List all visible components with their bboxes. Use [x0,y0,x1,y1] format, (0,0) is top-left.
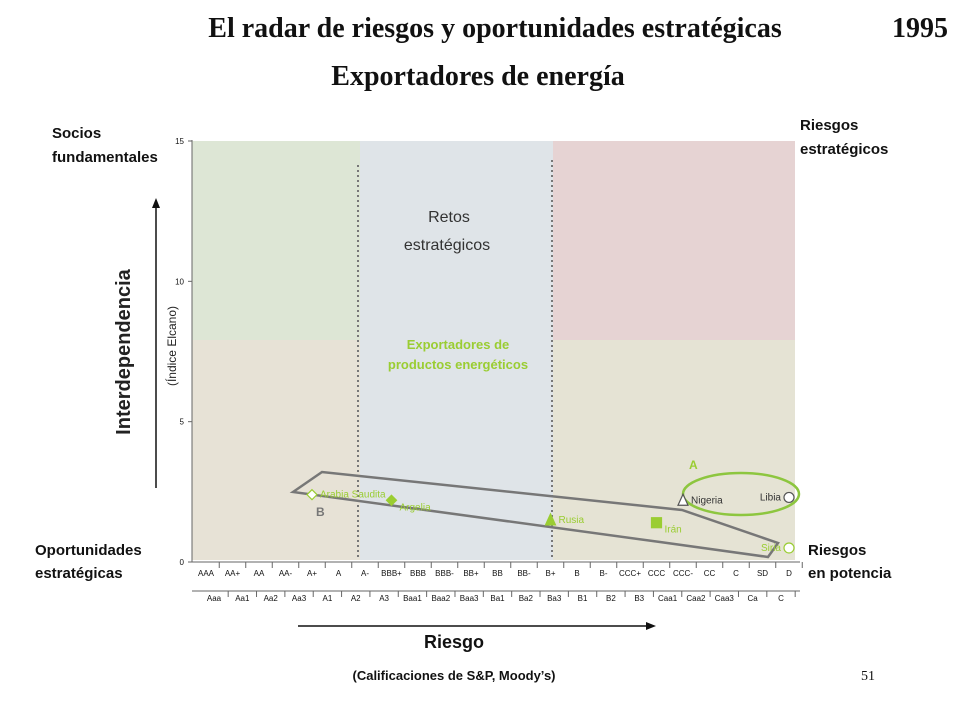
group-label-1: Exportadores de [407,337,510,352]
x-tick-label-sp: CCC [648,569,666,578]
x-tick-label-moodys: Baa2 [431,594,450,603]
region-socios-bg [192,141,360,340]
x-tick-label-sp: A- [361,569,369,578]
point-irán-label: Irán [665,525,682,536]
x-tick-label-moodys: Ba3 [547,594,562,603]
x-tick-label-sp: AA+ [225,569,241,578]
x-tick-label-moodys: Caa3 [715,594,735,603]
point-nigeria [677,492,689,506]
y-tick-label: 5 [180,418,185,427]
point-siria [783,542,795,554]
point-nigeria-label: Nigeria [691,495,723,506]
region-riesgos-bg [553,141,795,340]
x-tick-label-moodys: Aa2 [264,594,279,603]
x-tick-label-sp: D [786,569,792,578]
point-argelia [385,494,398,507]
y-tick-label: 10 [175,277,184,286]
label-riesgos-potencia-2: en potencia [808,565,892,582]
x-tick-label-sp: AAA [198,569,215,578]
x-ticks-moodys: Aaa Aa1 Aa2 Aa3 A1 A2 A3 Baa1 Baa2 Baa3 Ba1 Ba2 Ba3 B… [207,591,796,603]
x-tick-label-sp: C [733,569,739,578]
region-retos-bg [360,141,553,560]
group-polygon [289,470,780,559]
y-ticks: 0 5 10 15 [175,137,192,567]
x-tick-label-moodys: Caa1 [658,594,678,603]
point-argelia-label: Argelia [400,502,432,513]
x-ticks-sp: AAA AA+ AA AA- A+ A A- BBB+ BBB BBB- BB+ BB BB- B+ B B-… [198,562,803,578]
x-tick-label-sp: B [574,569,579,578]
y-axis-sublabel: (Índice Elcano) [164,306,179,386]
region-riesgos-potencia-bg [553,340,795,560]
x-tick-label-sp: CCC+ [619,569,641,578]
x-tick-label-sp: BBB+ [381,569,402,578]
slide-title: El radar de riesgos y oportunidades estr… [208,13,782,44]
label-riesgos-estrategicos-1: Riesgos [800,117,858,134]
label-riesgos-estrategicos-2: estratégicos [800,141,888,158]
y-axis-label: Interdependencia [113,268,135,434]
point-rusia-label: Rusia [559,515,585,526]
label-oportunidades-1: Oportunidades [35,542,142,559]
x-tick-label-moodys: Baa1 [403,594,422,603]
label-retos-1: Retos [428,209,470,226]
x-arrow-head [646,622,656,630]
x-tick-label-sp: BB [492,569,503,578]
polygon-label-a: A [689,458,698,472]
x-axis-label: Riesgo [424,632,484,652]
label-socios-2: fundamentales [52,149,158,166]
x-tick-label-sp: AA [254,569,265,578]
point-arabia-saudita [306,488,318,501]
y-tick-label: 15 [175,137,184,146]
x-tick-label-moodys: Baa3 [460,594,479,603]
x-tick-label-sp: CC [704,569,716,578]
point-siria-label: Siria [761,543,781,554]
slide-subtitle: Exportadores de energía [331,61,624,92]
x-tick-label-moodys: Aa3 [292,594,307,603]
x-tick-label-sp: BB- [517,569,531,578]
x-tick-label-moodys: B2 [606,594,616,603]
x-tick-label-moodys: B3 [634,594,644,603]
data-points: Arabia Saudita Argelia Rusia Irán Nigeria Lib… [306,488,795,554]
x-tick-label-moodys: A3 [379,594,389,603]
group-label-2: productos energéticos [388,357,528,372]
label-oportunidades-2: estratégicas [35,565,123,582]
point-arabia-saudita-label: Arabia Saudita [320,490,386,501]
x-tick-label-moodys: A1 [323,594,333,603]
x-tick-label-moodys: Ba2 [519,594,534,603]
label-riesgos-potencia-1: Riesgos [808,542,866,559]
x-axis-sublabel: (Calificaciones de S&P, Moody’s) [353,668,556,683]
x-tick-label-sp: CCC- [673,569,693,578]
x-tick-label-sp: SD [757,569,768,578]
page-number: 51 [861,669,875,684]
x-tick-label-sp: BB+ [463,569,479,578]
x-tick-label-moodys: Aa1 [235,594,250,603]
x-tick-label-sp: B+ [545,569,555,578]
polygon-label-b: B [316,505,325,519]
slide-year: 1995 [892,13,948,44]
x-tick-label-moodys: Ca [748,594,759,603]
y-arrow-head [152,198,160,208]
point-rusia [544,512,557,526]
x-tick-label-sp: A [336,569,342,578]
x-tick-label-moodys: B1 [578,594,588,603]
x-tick-label-sp: BBB [410,569,426,578]
x-tick-label-moodys: Caa2 [686,594,706,603]
label-retos-2: estratégicos [404,237,490,254]
x-tick-label-sp: AA- [279,569,293,578]
region-oportunidades-bg [192,340,360,560]
label-socios-1: Socios [52,125,101,142]
x-tick-label-sp: A+ [307,569,317,578]
x-tick-label-moodys: Aaa [207,594,222,603]
point-libia [783,491,795,504]
x-tick-label-moodys: C [778,594,784,603]
x-tick-label-sp: BBB- [435,569,454,578]
x-tick-label-sp: B- [600,569,608,578]
x-tick-label-moodys: Ba1 [490,594,505,603]
y-tick-label: 0 [180,558,185,567]
point-libia-label: Libia [760,492,782,503]
point-irán [650,517,663,529]
x-tick-label-moodys: A2 [351,594,361,603]
